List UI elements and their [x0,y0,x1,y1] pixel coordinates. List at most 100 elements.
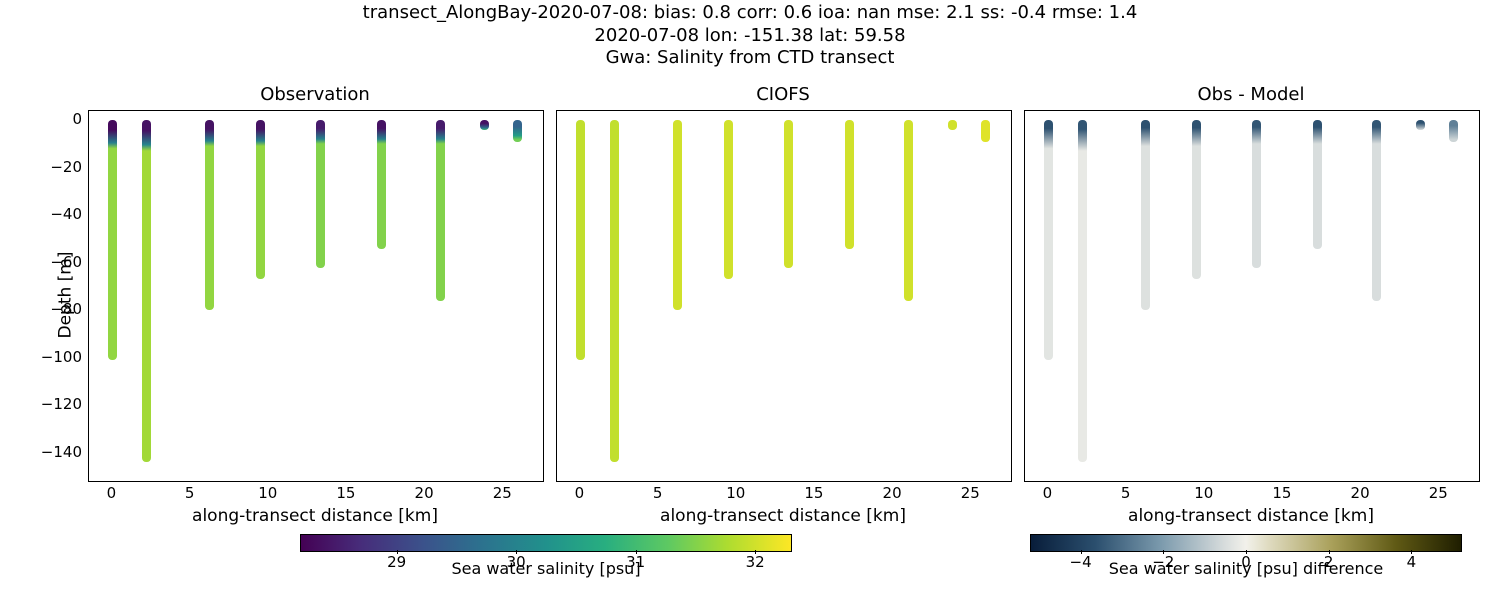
profile [1252,120,1261,267]
plot-area [1024,110,1480,482]
ytick-mark [88,215,89,216]
xtick-label: 0 [1043,484,1053,502]
xtick-mark [815,481,816,482]
panel-title: Observation [88,84,542,105]
suptitle-line-3: Gwa: Salinity from CTD transect [363,47,1138,70]
colorbar-tick-mark [636,550,637,554]
ytick-mark [88,358,89,359]
profile [1044,120,1053,360]
ytick-mark [1024,120,1025,121]
x-axis-label: along-transect distance [km] [88,506,542,526]
xtick-mark [1205,481,1206,482]
profile [1372,120,1381,300]
ytick-mark [556,168,557,169]
xtick-label: 15 [336,484,355,502]
profile [142,120,151,462]
figure: transect_AlongBay-2020-07-08: bias: 0.8 … [0,0,1500,600]
profile [1313,120,1322,248]
ytick-mark [556,453,557,454]
ytick-mark [556,310,557,311]
xtick-label: 15 [1272,484,1291,502]
xtick-label: 5 [185,484,195,502]
ytick-label: 0 [72,110,82,128]
ytick-mark [556,358,557,359]
colorbar-tick-mark [1163,550,1164,554]
suptitle-line-2: 2020-07-08 lon: -151.38 lat: 59.58 [363,25,1138,48]
colorbars: 29303132 Sea water salinity [psu] −4−202… [0,534,1500,594]
figure-suptitle: transect_AlongBay-2020-07-08: bias: 0.8 … [363,2,1138,70]
xtick-mark [191,481,192,482]
profile [576,120,585,360]
ytick-mark [1024,453,1025,454]
panel-title: CIOFS [556,84,1010,105]
profile [1141,120,1150,310]
ytick-mark [1024,405,1025,406]
ytick-label: −100 [41,348,82,366]
ytick-mark [88,310,89,311]
ytick-mark [1024,358,1025,359]
ytick-mark [1024,310,1025,311]
ytick-label: −20 [50,158,82,176]
ytick-mark [1024,215,1025,216]
colorbar-tick-mark [755,550,756,554]
xtick-mark [659,481,660,482]
ytick-label: −120 [41,395,82,413]
xtick-label: 25 [961,484,980,502]
colorbar-tick-mark [516,550,517,554]
xtick-mark [737,481,738,482]
xtick-mark [269,481,270,482]
profile [316,120,325,267]
xtick-label: 0 [575,484,585,502]
xtick-mark [503,481,504,482]
xtick-label: 10 [258,484,277,502]
xtick-mark [1127,481,1128,482]
xtick-mark [1283,481,1284,482]
colorbar-tick-mark [1411,550,1412,554]
profile [948,120,957,129]
xtick-label: 25 [493,484,512,502]
x-axis-label: along-transect distance [km] [1024,506,1478,526]
plot-area [88,110,544,482]
xtick-label: 15 [804,484,823,502]
ytick-label: −140 [41,443,82,461]
profile [784,120,793,267]
ytick-mark [1024,263,1025,264]
profile [108,120,117,360]
ytick-mark [556,263,557,264]
xtick-label: 20 [883,484,902,502]
xtick-mark [425,481,426,482]
ytick-mark [88,120,89,121]
panel-2: Obs - Model0510152025along-transect dist… [1024,110,1478,480]
ytick-mark [556,120,557,121]
xtick-label: 25 [1429,484,1448,502]
xtick-mark [112,481,113,482]
x-axis-label: along-transect distance [km] [556,506,1010,526]
ytick-mark [556,405,557,406]
xtick-mark [347,481,348,482]
panel-1: CIOFS0510152025along-transect distance [… [556,110,1010,480]
xtick-mark [580,481,581,482]
suptitle-line-1: transect_AlongBay-2020-07-08: bias: 0.8 … [363,2,1138,25]
profile [480,120,489,129]
ytick-mark [88,453,89,454]
xtick-mark [1439,481,1440,482]
panel-0: Observation0−20−40−60−80−100−120−1400510… [88,110,542,480]
profile [1078,120,1087,462]
profile [436,120,445,300]
xtick-mark [1361,481,1362,482]
profile [610,120,619,462]
ytick-mark [556,215,557,216]
ytick-mark [88,168,89,169]
xtick-label: 20 [1351,484,1370,502]
profile [513,120,522,141]
profile [256,120,265,279]
colorbar-tick-mark [1246,550,1247,554]
ytick-label: −40 [50,205,82,223]
profile [673,120,682,310]
profile [1192,120,1201,279]
colorbar-difference: −4−2024 Sea water salinity [psu] differe… [1030,534,1462,552]
xtick-mark [1048,481,1049,482]
ytick-mark [88,405,89,406]
profile [724,120,733,279]
xtick-label: 10 [726,484,745,502]
